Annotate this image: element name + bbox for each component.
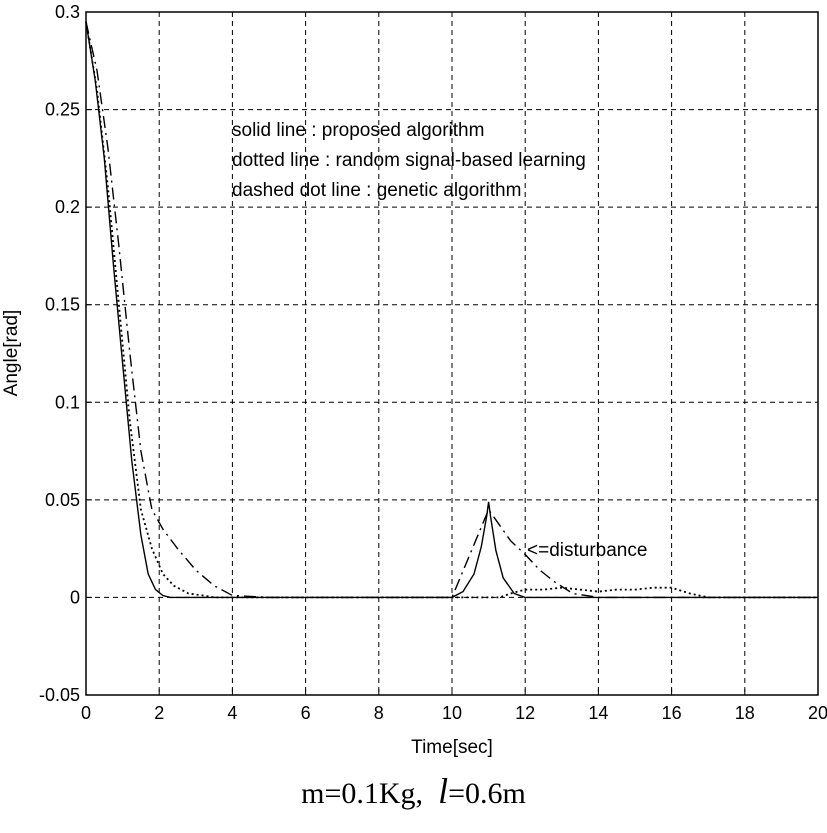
- x-tick-label: 12: [515, 703, 535, 723]
- y-tick-label: 0.05: [45, 490, 80, 510]
- series-line-solid: [85, 21, 818, 599]
- x-tick-label: 2: [154, 703, 164, 723]
- x-axis-label: Time[sec]: [411, 737, 493, 758]
- series-line-dotted: [85, 21, 818, 599]
- y-tick-label: 0.15: [45, 295, 80, 315]
- y-axis-ticks: -0.05 0 0.05 0.1 0.15 0.2 0.25 0.3: [39, 2, 92, 705]
- x-tick-label: 20: [808, 703, 827, 723]
- y-tick-label: -0.05: [39, 685, 80, 705]
- series-line-dashdot: [85, 21, 818, 599]
- legend-line-1: solid line : proposed algorithm: [232, 120, 484, 141]
- y-tick-label: 0: [70, 587, 80, 607]
- x-axis-ticks: 0 2 4 6 8 10 12 14 16 18 20: [81, 689, 827, 723]
- x-tick-label: 8: [374, 703, 384, 723]
- caption-length-value: =0.6m: [448, 777, 526, 810]
- caption-mass: m=0.1Kg,: [301, 777, 424, 810]
- x-tick-label: 0: [81, 703, 91, 723]
- line-chart: 0 2 4 6 8 10 12 14 16 18 20 -0.0500.050.10.150.20.…: [1, 2, 827, 758]
- y-axis-label: Angle[rad]: [1, 310, 22, 397]
- x-tick-label: 16: [662, 703, 682, 723]
- x-tick-label: 18: [735, 703, 755, 723]
- disturbance-annotation: <=disturbance: [527, 540, 647, 561]
- x-tick-label: 4: [227, 703, 237, 723]
- figure-caption: m=0.1Kg, l=0.6m: [0, 770, 827, 812]
- legend-line-2: dotted line : random signal-based learni…: [232, 150, 586, 171]
- x-tick-label: 14: [588, 703, 608, 723]
- legend-line-3: dashed dot line : genetic algorithm: [232, 180, 521, 201]
- x-tick-label: 6: [301, 703, 311, 723]
- caption-length-symbol: l: [438, 771, 449, 811]
- series-group: [85, 21, 818, 599]
- y-tick-label: 0.1: [55, 392, 80, 412]
- x-tick-label: 10: [442, 703, 462, 723]
- legend-notes: solid line : proposed algorithm dotted l…: [232, 120, 586, 201]
- y-tick-label: 0.3: [55, 2, 80, 22]
- grid-lines: [86, 12, 818, 695]
- y-tick-label: 0.25: [45, 100, 80, 120]
- y-tick-label: 0.2: [55, 197, 80, 217]
